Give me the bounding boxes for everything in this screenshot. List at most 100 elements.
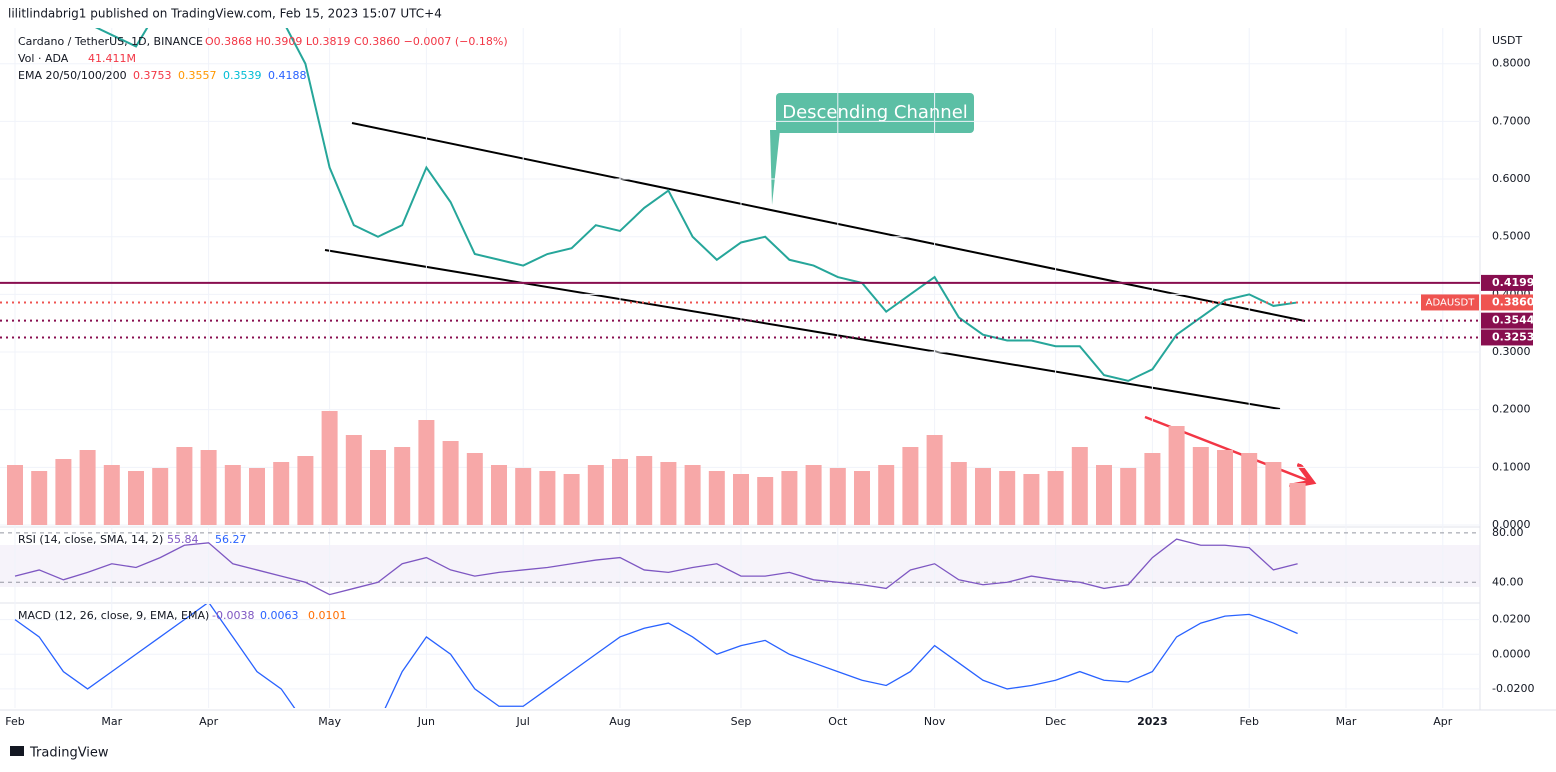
volume [7, 411, 1306, 525]
logo [10, 746, 24, 756]
price-tag-label: 0.3860 [1492, 295, 1535, 308]
volume-bar [733, 474, 749, 525]
currency-label: USDT [1492, 34, 1523, 47]
price-tag [1481, 294, 1533, 311]
volume-bar [103, 465, 120, 525]
footer-brand: TradingView [29, 746, 109, 761]
volume-bar [975, 468, 991, 525]
rsi-band [0, 545, 1480, 587]
volume-bar [587, 465, 604, 525]
clip-group [14, 604, 1298, 708]
y-tick-label: 40.00 [1492, 575, 1524, 588]
legend-text: O0.3868 H0.3909 L0.3819 C0.3860 −0.0007 … [205, 35, 508, 48]
volume-bar [1168, 426, 1185, 525]
volume-bar [1023, 474, 1040, 525]
y-tick-label: 80.00 [1492, 526, 1524, 539]
volume-bar [1071, 447, 1088, 525]
volume-bar [152, 468, 169, 525]
x-tick-label: Dec [1045, 715, 1066, 728]
price-tag-label: 0.3544 [1492, 314, 1535, 327]
price-line [14, 538, 1298, 596]
volume-bar [7, 465, 23, 525]
pane-title: RSI (14, close, SMA, 14, 2) [18, 533, 163, 546]
x-tick-label: Apr [199, 715, 219, 728]
volume-bar [708, 471, 725, 525]
clip-group [94, 28, 1298, 382]
volume-bar [79, 450, 96, 525]
price-line [94, 28, 1298, 382]
volume-bar [128, 471, 144, 525]
ema-value: 0.3753 [133, 69, 172, 82]
volume-bar [491, 465, 507, 525]
volume-bar [999, 471, 1016, 525]
legend-text: EMA 20/50/100/200 [18, 69, 127, 82]
volume-bar [1096, 465, 1112, 525]
x-tick-label: Jul [516, 715, 530, 728]
symbol-tag [1421, 294, 1479, 311]
legend-text: Vol · ADA [18, 52, 69, 65]
y-tick-label: 0.1000 [1492, 460, 1531, 473]
x-tick-label: 2023 [1137, 715, 1168, 728]
volume-bar [31, 471, 48, 525]
ema-value: 0.4188 [268, 69, 307, 82]
ema-value: 0.3539 [223, 69, 262, 82]
pane-value: 55.84 [167, 533, 199, 546]
volume-bar [1265, 462, 1282, 525]
pane-value: 0.0101 [308, 609, 347, 622]
price-tag-label: 0.4199 [1492, 276, 1534, 289]
y-tick-label: 0.0000 [1492, 518, 1531, 531]
volume-bar [684, 465, 701, 525]
volume-bar [224, 465, 241, 525]
volume-bar [539, 471, 556, 525]
y-tick-label: 0.8000 [1492, 57, 1531, 70]
volume-bar [200, 450, 217, 525]
published-text: lilitlindabrig1 published on TradingView… [8, 7, 442, 21]
callout-box [776, 93, 974, 133]
volume-bar [466, 453, 483, 525]
volume-bar [321, 411, 338, 525]
x-tick-label: Mar [101, 715, 122, 728]
volume-bar [781, 471, 798, 525]
callout-text: Descending Channel [782, 102, 968, 123]
volume-bar [370, 450, 386, 525]
pane-title: MACD (12, 26, close, 9, EMA, EMA) [18, 609, 209, 622]
volume-bar [345, 435, 362, 525]
volume-bar [1289, 483, 1306, 525]
legend-text: Cardano / TetherUS, 1D, BINANCE [18, 35, 203, 48]
volume-bar [1144, 453, 1161, 525]
volume-bar [55, 459, 72, 525]
x-tick-label: Jun [417, 715, 435, 728]
price-tag [1481, 274, 1533, 291]
x-tick-label: Feb [1239, 715, 1258, 728]
volume-bar [805, 465, 822, 525]
price-tag [1481, 312, 1533, 329]
volume-bar [563, 474, 580, 525]
volume-bar [636, 456, 653, 525]
volume-bar [1047, 471, 1064, 525]
callout-pointer [770, 130, 780, 205]
y-tick-label: 0.0000 [1492, 647, 1531, 660]
y-tick-label: 0.5000 [1492, 230, 1531, 243]
x-tick-label: Apr [1433, 715, 1453, 728]
channel-upper [351, 122, 1306, 322]
price-line [14, 604, 1298, 708]
y-tick-label: 0.6000 [1492, 172, 1531, 185]
y-tick-label: 0.2000 [1492, 403, 1531, 416]
x-tick-label: Feb [5, 715, 24, 728]
volume-bar [612, 459, 628, 525]
legend-text: 41.411M [88, 52, 136, 65]
pane-value: 0.0063 [260, 609, 299, 622]
volume-bar [515, 468, 532, 525]
x-tick-label: Nov [924, 715, 946, 728]
x-tick-label: Sep [731, 715, 752, 728]
channel-lower [324, 249, 1281, 410]
pane-value: 56.27 [215, 533, 247, 546]
volume-bar [854, 471, 870, 525]
volume-bar [1120, 468, 1137, 525]
volume-bar [297, 456, 314, 525]
volume-bar [442, 441, 459, 525]
volume-bar [249, 468, 265, 525]
ema-value: 0.3557 [178, 69, 217, 82]
volume-bar [757, 477, 774, 525]
